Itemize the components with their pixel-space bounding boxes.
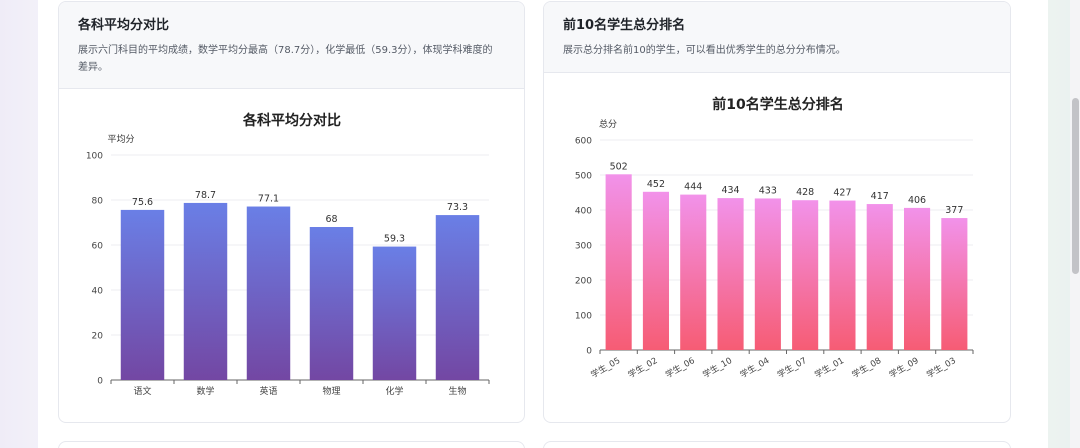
data-label: 433 (759, 185, 777, 196)
bar (903, 207, 931, 350)
x-tick-label: 学生_09 (887, 355, 920, 381)
y-tick-label: 40 (92, 287, 104, 297)
bar (120, 209, 165, 380)
y-tick-label: 500 (575, 172, 592, 182)
data-label: 77.1 (258, 194, 279, 205)
x-tick-label: 学生_04 (738, 355, 771, 381)
x-tick-label: 学生_03 (925, 355, 958, 381)
top10-students-card: 前10名学生总分排名 展示总分排名前10的学生，可以看出优秀学生的总分分布情况。… (543, 1, 1011, 423)
card-description: 展示六门科目的平均成绩，数学平均分最高（78.7分），化学最低（59.3分），体… (78, 42, 505, 76)
description-line: 展示总分排名前10的学生，可以看出优秀学生的总分分布情况。 (563, 45, 846, 56)
x-tick-label: 学生_08 (850, 355, 883, 381)
x-tick-label: 生物 (448, 385, 466, 397)
data-label: 502 (610, 161, 628, 172)
y-tick-label: 0 (97, 377, 103, 387)
data-label: 417 (871, 191, 889, 202)
x-tick-label: 学生_01 (813, 355, 846, 381)
x-tick-label: 学生_05 (589, 355, 622, 381)
x-tick-label: 物理 (322, 385, 340, 397)
bar (246, 206, 291, 380)
data-label: 427 (833, 188, 851, 199)
y-tick-label: 60 (92, 242, 104, 252)
chart-container: 各科平均分对比平均分 0 20 40 60 80 100 75.6 语文 78.7 数学 77.1 英语… (59, 89, 524, 422)
card-title: 前10名学生总分排名 (563, 18, 686, 33)
data-label: 68 (325, 214, 337, 225)
data-label: 377 (945, 205, 963, 216)
data-label: 75.6 (132, 197, 153, 208)
x-tick-label: 学生_06 (663, 355, 696, 381)
card-header: 前10名学生总分排名 展示总分排名前10的学生，可以看出优秀学生的总分分布情况。 (544, 2, 1010, 73)
description-line: 展示六门科目的平均成绩，数学平均分最高（78.7分），化学最低（59.3分），体… (78, 45, 493, 56)
bar (754, 198, 781, 350)
bar (829, 200, 856, 350)
x-tick-label: 英语 (259, 385, 277, 397)
card-description: 展示总分排名前10的学生，可以看出优秀学生的总分分布情况。 (563, 42, 991, 59)
bar (941, 218, 968, 350)
chart-container: 前10名学生总分排名总分 0 100 200 300 400 500 600 502 学生_05 4… (544, 73, 1010, 422)
y-tick-label: 200 (575, 277, 592, 287)
data-label: 428 (796, 187, 814, 198)
y-tick-label: 300 (575, 242, 592, 252)
y-tick-label: 20 (92, 332, 104, 342)
bar (183, 202, 228, 380)
y-tick-label: 100 (575, 312, 592, 322)
data-label: 59.3 (384, 234, 405, 245)
bar (792, 200, 819, 350)
description-line: 差异。 (78, 62, 108, 73)
next-card-right (543, 441, 1011, 448)
bar (372, 246, 417, 380)
scrollbar-thumb[interactable] (1072, 98, 1079, 274)
next-card-left (58, 441, 525, 448)
bar (605, 174, 632, 350)
x-tick-label: 语文 (133, 385, 151, 397)
y-tick-label: 400 (575, 207, 592, 217)
bar (309, 227, 354, 380)
bar (717, 198, 744, 350)
y-axis-label: 总分 (599, 118, 617, 130)
bar (866, 204, 893, 350)
y-tick-label: 80 (92, 197, 104, 207)
y-tick-label: 100 (86, 152, 103, 162)
subject-average-card: 各科平均分对比 展示六门科目的平均成绩，数学平均分最高（78.7分），化学最低（… (58, 1, 525, 423)
data-label: 444 (684, 182, 702, 193)
data-label: 73.3 (447, 202, 468, 213)
x-tick-label: 学生_07 (775, 355, 808, 381)
y-tick-label: 0 (586, 347, 592, 357)
chart-title: 各科平均分对比 (242, 112, 341, 129)
scrollbar-track[interactable] (1070, 0, 1080, 448)
bar (642, 191, 670, 350)
card-header: 各科平均分对比 展示六门科目的平均成绩，数学平均分最高（78.7分），化学最低（… (59, 2, 524, 89)
x-tick-label: 学生_02 (626, 355, 659, 381)
bar (680, 194, 707, 350)
x-tick-label: 化学 (385, 385, 403, 397)
x-tick-label: 学生_10 (701, 355, 734, 381)
chart-title: 前10名学生总分排名 (712, 96, 843, 113)
data-label: 434 (721, 185, 739, 196)
y-tick-label: 600 (575, 137, 592, 147)
data-label: 78.7 (195, 190, 216, 201)
x-tick-label: 数学 (196, 385, 214, 397)
data-label: 452 (647, 179, 665, 190)
y-axis-label: 平均分 (107, 133, 134, 145)
data-label: 406 (908, 195, 926, 206)
card-title: 各科平均分对比 (78, 18, 170, 33)
bar (435, 215, 480, 380)
